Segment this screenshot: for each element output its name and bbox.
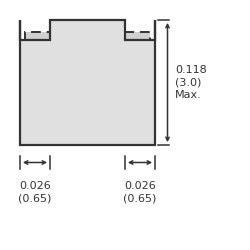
Polygon shape (20, 20, 155, 145)
Text: 0.118
(3.0)
Max.: 0.118 (3.0) Max. (175, 65, 207, 100)
Text: 0.026
(0.65): 0.026 (0.65) (123, 181, 157, 204)
Bar (25, 32, 150, 140)
Text: 0.026
(0.65): 0.026 (0.65) (18, 181, 52, 204)
